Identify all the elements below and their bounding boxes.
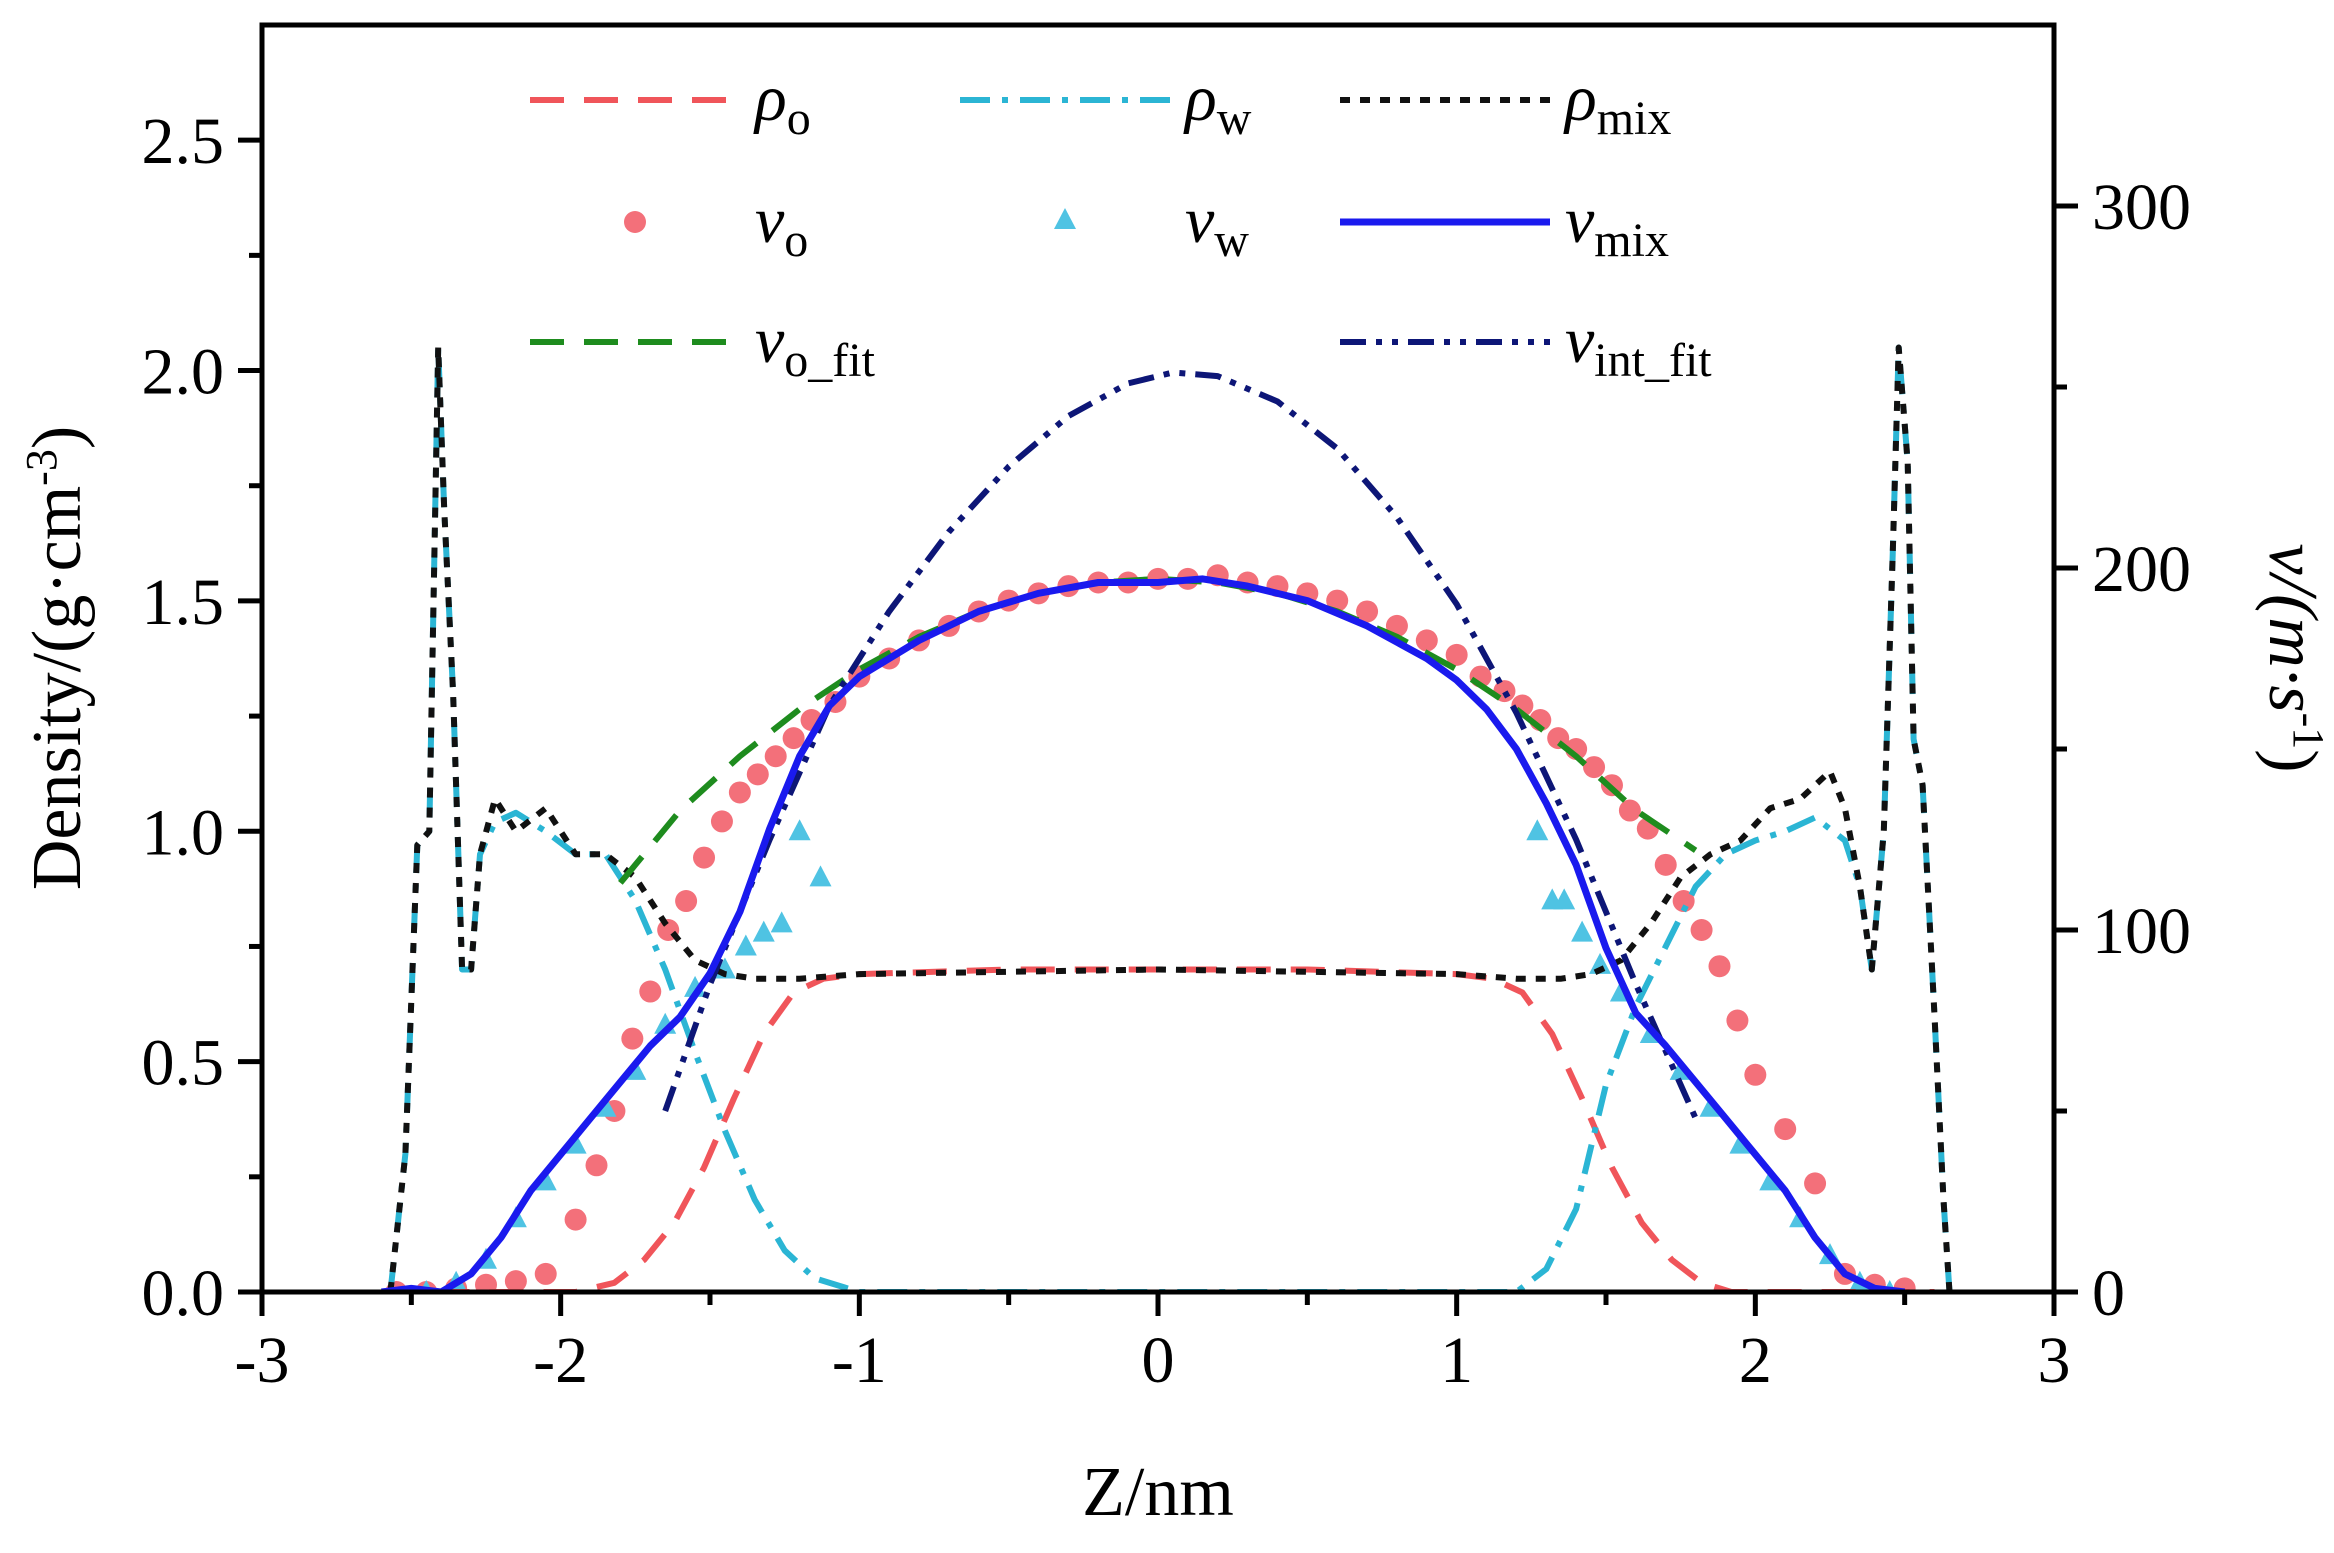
series-vo-point (693, 846, 716, 869)
series-vw-point (1571, 920, 1594, 942)
x-tick-label: -1 (832, 1324, 887, 1397)
legend: ρo ρw ρmix vo vw vmix vo_fit vint_fit (530, 62, 1712, 387)
legend-swatch (624, 211, 646, 233)
legend-item-vmix: vmix (1340, 184, 1669, 267)
series-vo-point (782, 727, 805, 750)
series-vo-point (1774, 1118, 1797, 1141)
series-vw-point (734, 934, 757, 956)
series-vo-point (621, 1027, 644, 1050)
series-vo-point (475, 1273, 497, 1292)
y-tick-label: 2.0 (142, 336, 225, 409)
series-vw-point (809, 865, 832, 887)
plot-area (381, 344, 1953, 1292)
series-vo-point (564, 1208, 587, 1231)
series-vo-point (710, 810, 733, 833)
legend-item-vo_fit: vo_fit (530, 304, 876, 387)
y-tick-label: 0.5 (142, 1027, 225, 1100)
series-vo-point (1744, 1063, 1767, 1086)
series-vw-point (752, 920, 775, 942)
x-tick-label: -2 (533, 1324, 588, 1397)
y-axis-title: Density/(g·cm-3) (17, 426, 97, 890)
legend-label: vo_fit (755, 304, 876, 387)
legend-label: ρo (753, 62, 811, 145)
y-tick-label: 2.5 (142, 105, 225, 178)
series-vw-point (1526, 819, 1549, 841)
series-vo-point (1326, 589, 1349, 612)
axis-ticks: -3 -2 -1 0 1 2 3 0.0 0.5 1.0 1.5 2.0 2.5 0 100 200 300 (142, 105, 2192, 1397)
series-vo-point (728, 781, 751, 804)
series-vo-point (534, 1262, 557, 1285)
series-vint_fit-line (662, 369, 1699, 1120)
x-tick-label: 1 (1440, 1324, 1473, 1397)
series-vo-point (585, 1154, 608, 1177)
y2-tick-label: 0 (2092, 1257, 2125, 1330)
series-vo-point (1672, 890, 1695, 913)
series-vmix-line (381, 575, 1906, 1292)
legend-label: ρmix (1563, 62, 1671, 145)
y2-tick-label: 300 (2092, 171, 2191, 244)
series-vo-point (639, 980, 662, 1003)
series-vw-point (1589, 952, 1612, 974)
series-vo-point (1708, 955, 1731, 978)
legend-label: vmix (1565, 184, 1669, 267)
legend-item-vw: vw (1054, 184, 1249, 267)
legend-label: vw (1185, 184, 1249, 267)
x-tick-label: 0 (1142, 1324, 1175, 1397)
y-tick-label: 1.5 (142, 566, 225, 639)
legend-item-vo: vo (624, 184, 808, 267)
legend-label: vo (755, 184, 808, 267)
series-vw-point (1553, 888, 1576, 910)
x-tick-label: 3 (2038, 1324, 2071, 1397)
x-axis-title: Z/nm (1082, 1454, 1234, 1531)
series-vw-point (770, 911, 793, 933)
series-vo-point (1690, 919, 1713, 941)
x-tick-label: -3 (235, 1324, 290, 1397)
legend-item-vint_fit: vint_fit (1340, 304, 1712, 387)
legend-item-ρw: ρw (960, 62, 1252, 145)
y2-tick-label: 200 (2092, 533, 2191, 606)
series-vo-point (746, 763, 769, 786)
series-vo-point (504, 1270, 527, 1292)
y2-axis-title: v/(m·s-1) (2254, 543, 2334, 772)
series-vw-point (534, 1169, 557, 1191)
series-vw-point (788, 819, 811, 841)
legend-label: ρw (1183, 62, 1252, 145)
legend-swatch (1054, 208, 1076, 229)
series-vo-point (1415, 629, 1438, 652)
series-vo-point (764, 745, 787, 768)
series-vo-point (1618, 799, 1641, 822)
series-vo-point (1445, 643, 1468, 666)
series-vo-point (1654, 853, 1677, 876)
y-tick-label: 1.0 (142, 796, 225, 869)
y-tick-label: 0.0 (142, 1257, 225, 1330)
series-vw-point (1759, 1169, 1782, 1191)
y2-tick-label: 100 (2092, 895, 2191, 968)
series-ρmix-line (387, 344, 1953, 1292)
series-vo-point (1583, 756, 1606, 779)
legend-item-ρo: ρo (530, 62, 811, 145)
series-vo-point (675, 890, 698, 913)
series-vo-point (1726, 1009, 1749, 1032)
x-tick-label: 2 (1739, 1324, 1772, 1397)
legend-item-ρmix: ρmix (1340, 62, 1671, 145)
series-vo-point (1356, 600, 1379, 623)
legend-label: vint_fit (1565, 304, 1712, 387)
series-vo-point (1804, 1172, 1827, 1195)
